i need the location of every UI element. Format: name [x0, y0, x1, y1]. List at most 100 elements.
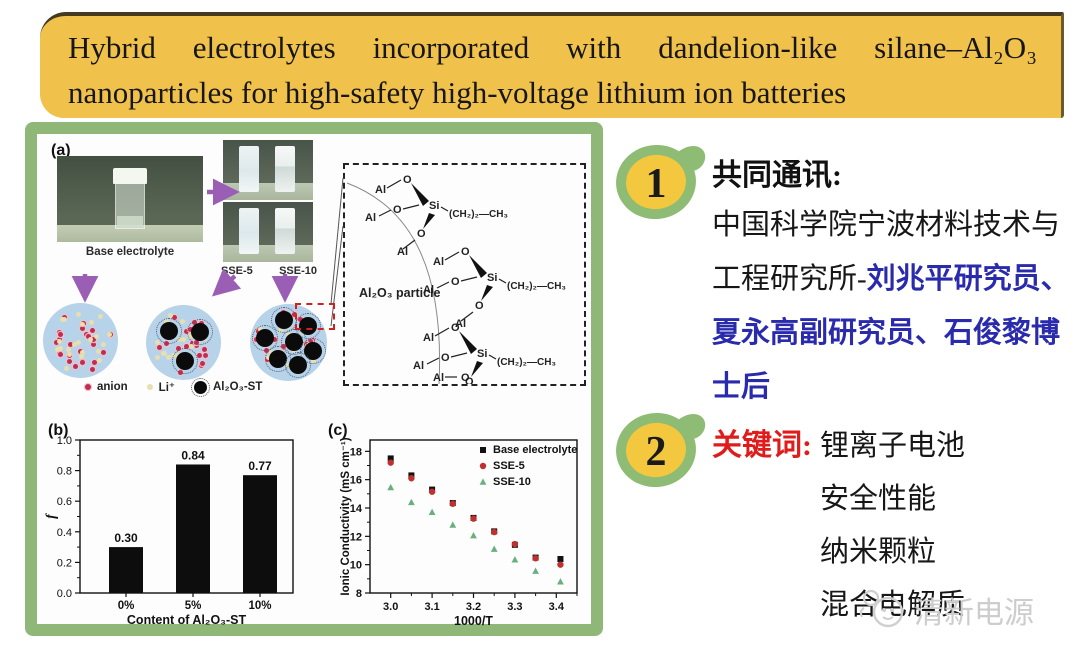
svg-text:O: O: [417, 228, 426, 240]
al2o3-st-particle: [186, 318, 213, 345]
li-ion-dot: [55, 346, 61, 352]
coauthors-text: 中国科学院宁波材料技术与工程研究所-刘兆平研究员、夏永高副研究员、石俊黎博士后: [712, 198, 1080, 414]
coauthors-heading: 共同通讯:: [712, 159, 842, 192]
svg-text:SSE-10: SSE-10: [493, 476, 531, 488]
anion-dot: [86, 333, 92, 339]
al2o3-st-particle: [251, 324, 278, 351]
svg-text:O: O: [461, 246, 470, 258]
li-ion-dot: [96, 349, 102, 355]
zoom-region-marker: [295, 303, 335, 330]
base-electrolyte-photo: [57, 156, 203, 242]
li-ion-dot: [176, 336, 182, 342]
svg-text:0%: 0%: [118, 600, 135, 612]
svg-text:O: O: [451, 276, 460, 288]
li-ion-dot: [79, 354, 85, 360]
figure-panel: (a) Base electrolyte SSE-5 SSE-10 Al₂O₃ …: [25, 122, 603, 636]
svg-text:0.0: 0.0: [57, 588, 72, 600]
li-ion-dot: [87, 337, 93, 343]
svg-text:Al₂O₃ particle: Al₂O₃ particle: [359, 286, 441, 300]
li-ion-dot: [60, 316, 66, 322]
svg-text:10: 10: [350, 560, 362, 572]
svg-text:Si: Si: [429, 200, 439, 212]
anion-dot: [100, 349, 106, 355]
keyword-item: 锂离子电池: [820, 430, 966, 462]
anion-dot: [199, 361, 205, 367]
schematic-legend: anion Li⁺ Al₂O₃-ST: [85, 377, 272, 397]
anion-dot: [58, 331, 64, 337]
keywords-list: 锂离子电池 安全性能 纳米颗粒 混合电解质: [820, 420, 965, 632]
svg-text:0.4: 0.4: [57, 527, 72, 539]
anion-dot: [57, 352, 63, 358]
svg-text:Al: Al: [397, 246, 408, 258]
li-ion-dot: [181, 337, 187, 343]
svg-text:Base electrolyte: Base electrolyte: [493, 444, 577, 456]
li-ion-dot: [66, 347, 72, 353]
watermark: 清新电源: [858, 586, 1034, 634]
al2o3-st-particle: [264, 345, 291, 372]
anion-dot: [79, 359, 85, 365]
li-ion-dot: [189, 343, 195, 349]
svg-text:O: O: [393, 204, 402, 216]
sse10-vial-image: [275, 146, 295, 192]
svg-text:O: O: [451, 322, 460, 334]
svg-text:3.2: 3.2: [466, 601, 481, 613]
anion-dot: [172, 314, 178, 320]
base-electrolyte-caption: Base electrolyte: [85, 246, 175, 258]
scatter-chart: 3.0 3.1 3.2 3.3 3.4 8 10 12 14 16 18 Base electroly…: [340, 437, 578, 628]
svg-text:(CH₂)₂—CH₃: (CH₂)₂—CH₃: [449, 209, 508, 220]
panel-b-label: (b): [48, 422, 69, 439]
silane-structure-box: Al₂O₃ particle Al O Si (CH₂)₂—CH₃ O Al O Al Al O Si…: [343, 163, 586, 388]
svg-text:Al: Al: [423, 332, 434, 344]
svg-text:Al: Al: [413, 360, 424, 372]
svg-text:14: 14: [350, 503, 363, 515]
li-ion-dot: [155, 355, 161, 361]
svg-text:0.8: 0.8: [57, 466, 72, 478]
anion-dot: [89, 366, 95, 372]
svg-text:Content of Al₂O₃-ST: Content of Al₂O₃-ST: [127, 613, 247, 627]
panel-a-label: (a): [51, 142, 71, 159]
svg-text:8: 8: [356, 588, 362, 600]
anion-dot: [66, 358, 72, 364]
li-ion-dot: [155, 340, 161, 346]
svg-text:Al: Al: [423, 284, 434, 296]
li-ion-dot: [93, 333, 99, 339]
legend-anion: anion: [85, 381, 128, 393]
li-ion-dot: [106, 332, 112, 338]
anion-dot-icon: [85, 384, 91, 390]
li-ion-dot: [165, 354, 171, 360]
sse5-vial-image: [239, 208, 259, 254]
anion-dot: [157, 344, 163, 350]
svg-text:Si: Si: [487, 272, 497, 284]
title-banner: Hybrid electrolytes incorporated with da…: [40, 12, 1064, 118]
svg-text:16: 16: [350, 475, 362, 487]
author-names: 刘兆平研究员、夏永高副研究员、石俊黎博士后: [712, 263, 1070, 403]
keyword-item: 安全性能: [820, 483, 937, 515]
anion-dot: [72, 363, 78, 369]
li-ion-dot: [63, 365, 69, 371]
anion-dot: [190, 341, 196, 347]
al2o3-st-particle: [299, 337, 326, 364]
svg-text:SSE-5: SSE-5: [493, 460, 525, 472]
svg-text:(CH₂)₂—CH₃: (CH₂)₂—CH₃: [497, 357, 556, 368]
svg-text:5%: 5%: [185, 600, 202, 612]
li-ion-dot: [58, 345, 64, 351]
affiliation-text: 中国科学院宁波材料技术与工程研究所-: [712, 209, 1061, 295]
svg-text:Si: Si: [477, 348, 487, 360]
sse5-vial-image: [239, 146, 259, 192]
svg-text:Al: Al: [433, 256, 444, 268]
paper-title-line2: nanoparticles for high-safety high-volta…: [68, 75, 847, 110]
svg-text:O: O: [475, 300, 484, 312]
li-ion-dot: [79, 321, 85, 327]
al2o3-st-particle: [155, 317, 182, 344]
svg-text:10%: 10%: [248, 600, 271, 612]
al2o3-st-particle: [284, 351, 311, 378]
svg-text:0.77: 0.77: [248, 459, 272, 473]
li-ion-dot: [89, 320, 95, 326]
sse5-caption: SSE-5: [221, 265, 253, 277]
li-ion-dot: [97, 314, 103, 320]
li-dot-icon: [146, 384, 153, 390]
svg-text:0.2: 0.2: [57, 557, 72, 569]
vial-image: [113, 168, 147, 229]
svg-text:O: O: [441, 352, 450, 364]
